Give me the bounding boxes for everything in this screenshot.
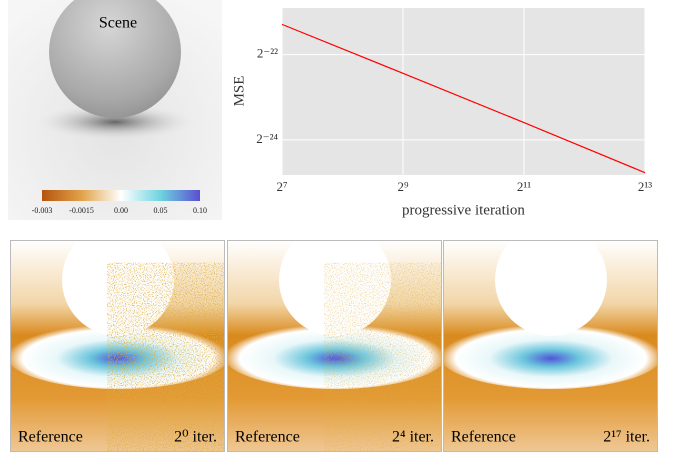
noise [118,280,225,452]
panel-right-label: 2⁰ iter. [174,429,217,446]
colorbar-tick-label: 0.00 [114,206,128,215]
colorbar [42,190,200,201]
scene-label: Scene [99,15,137,32]
x-tick-label: 2¹³ [638,179,652,194]
panel-left-label: Reference [18,429,83,446]
y-tick-label: 2⁻²⁴ [256,131,278,146]
colorbar-tick-label: 0.10 [193,206,207,215]
panel-left-label: Reference [451,429,516,446]
render-panel: Reference 2¹⁷ iter. [439,224,663,452]
panel-right-label: 2¹⁷ iter. [603,429,650,446]
page: {"scene": {"label": "Scene", "colorbar_t… [0,0,678,460]
y-axis-label: MSE [231,76,247,107]
y-tick-label: 2⁻²² [257,46,278,61]
colorbar-tick-label: 0.05 [154,206,168,215]
colorbar-tick-label: -0.0015 [69,206,94,215]
scene-image: Scene [8,0,222,220]
x-axis-label: progressive iteration [402,202,525,218]
x-tick-label: 2⁹ [397,179,409,194]
figure: Scene Reference 2⁰ iter. Reference 2⁴ iter.… [0,0,678,455]
panel-right-label: 2⁴ iter. [392,429,434,446]
render-panel: Reference 2⁴ iter. [223,224,447,452]
noise [335,280,442,452]
x-tick-label: 2¹¹ [517,179,531,194]
panel-left-label: Reference [235,429,300,446]
x-tick-label: 2⁷ [276,179,287,194]
colorbar-tick-label: -0.003 [32,206,53,215]
render-panel: Reference 2⁰ iter. [6,224,230,452]
